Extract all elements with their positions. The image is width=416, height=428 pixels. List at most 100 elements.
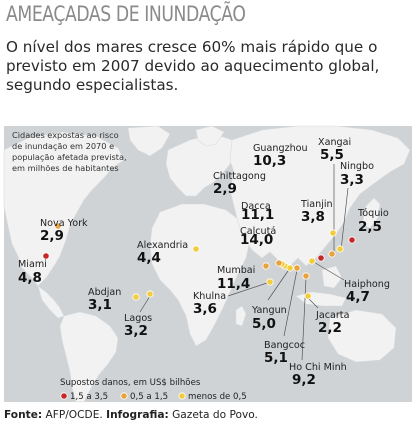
leader-jacarta [307,297,319,309]
leader-khulna [227,281,271,297]
city-dot-haiphong [308,257,316,265]
city-dot-calcuta [275,259,283,267]
city-value-mumbai: 11,4 [217,276,250,292]
city-dot-jacarta [304,292,312,300]
city-value-haiphong: 4,7 [346,289,370,305]
city-value-jacarta: 2,2 [318,320,342,336]
city-dot-miami [42,252,50,260]
land-madagascar [235,305,247,327]
city-value-toquio: 2,5 [358,219,382,235]
city-name-mumbai: Mumbai [217,265,255,276]
legend-dot-red [60,392,68,400]
city-value-ho-chi-minh: 9,2 [292,372,316,388]
city-dot-alexandria [192,245,200,253]
land-greenland [127,125,171,157]
land-south-america [59,311,119,403]
city-value-lagos: 3,2 [124,323,148,339]
map-note: Cidades expostas ao risco de inundação e… [12,130,127,173]
leader-ho-chi-minh [301,277,307,361]
city-value-ningbo: 3,3 [340,172,364,188]
city-value-khulna: 3,6 [193,301,217,317]
source-prefix: Fonte: [4,409,43,421]
city-name-guangzhou: Guangzhou [253,143,308,154]
city-name-toquio: Tóquio [357,207,389,219]
city-name-miami: Miami [18,259,47,270]
city-value-calcuta: 14,0 [240,232,273,248]
city-name-alexandria: Alexandria [137,240,188,251]
legend-dot-orange [120,392,128,400]
city-dot-ningbo [336,245,344,253]
city-dot-tianjin [329,229,337,237]
legend-label-yellow: menos de 0,5 [188,392,247,402]
leader-ningbo [340,187,349,251]
source-text: AFP/OCDE. [45,409,103,421]
city-dot-bangcoc [293,264,301,272]
city-name-calcuta: Calcutá [240,225,276,237]
leader-haiphong [311,260,345,281]
city-dot-ho-chi-minh [302,272,310,280]
leader-yangun [267,267,291,301]
land-masses [3,125,411,403]
city-dot-guangzhou [317,254,325,262]
legend: Supostos danos, em US$ bilhões 1,5 a 3,5… [60,378,247,402]
city-dot-khulna [266,278,274,286]
land-north-america [3,131,125,287]
source-line: Fonte: AFP/OCDE. Infografia: Gazeta do P… [4,409,258,421]
note-line-1: Cidades expostas ao risco [12,130,119,140]
city-name-ho-chi-minh: Ho Chi Minh [289,362,347,373]
land-borneo [321,265,343,289]
legend-dot-yellow [178,392,186,400]
city-value-bangcoc: 5,1 [264,350,288,366]
city-name-tianjin: Tianjin [300,199,333,210]
city-value-abdjan: 3,1 [88,297,112,313]
note-line-2: de inundação em 2070 e [12,141,114,151]
city-dot-abdjan [132,293,140,301]
city-value-xangai: 5,5 [320,147,344,163]
city-name-jacarta: Jacarta [315,310,349,321]
city-name-nova-york: Nova York [40,218,88,229]
city-value-tianjin: 3,8 [301,209,325,225]
note-line-3: população afetada prevista, [12,152,127,162]
city-dot-nova-york [54,222,62,230]
land-asia [229,125,411,267]
city-dot-mumbai [262,262,270,270]
legend-label-red: 1,5 a 3,5 [70,392,108,402]
city-value-yangun: 5,0 [252,316,276,332]
city-name-lagos: Lagos [124,313,152,324]
city-name-ningbo: Ningbo [340,161,374,172]
city-dot-toquio [348,236,356,244]
city-value-guangzhou: 10,3 [253,153,286,169]
city-name-khulna: Khulna [193,291,226,302]
legend-label-orange: 0,5 a 1,5 [130,392,168,402]
legend-title: Supostos danos, em US$ bilhões [60,378,201,388]
city-dot-lagos [146,290,154,298]
city-name-abdjan: Abdjan [88,287,121,298]
page-subtitle: O nível dos mares cresce 60% mais rápido… [6,38,380,94]
leader-bangcoc [283,269,298,337]
city-value-miami: 4,8 [18,270,42,286]
city-value-nova-york: 2,9 [40,228,64,244]
city-name-bangcoc: Bangcoc [264,340,305,351]
city-dot-yangun [286,264,294,272]
city-name-dacca: Dacca [241,201,271,212]
land-africa [149,203,251,347]
leader-lines [139,164,349,361]
land-australia [327,309,397,363]
leader-lagos [139,295,151,313]
credit-prefix: Infografia: [106,409,169,421]
city-value-chittagong: 2,9 [213,181,237,197]
city-dots [42,222,356,301]
city-dot-xangai [328,250,336,258]
city-name-haiphong: Haiphong [344,279,390,290]
land-japan [361,197,381,229]
city-name-xangai: Xangai [318,137,351,148]
page-title: AMEAÇADAS DE INUNDAÇÃO [6,2,246,26]
land-scandinavia [195,125,225,147]
credit-text: Gazeta do Povo. [172,409,258,421]
city-value-dacca: 11,1 [241,207,274,223]
note-line-4: em milhões de habitantes [12,163,119,173]
city-labels: Nova York2,9Miami4,8Abdjan3,1Lagos3,2Ale… [18,137,390,388]
city-name-chittagong: Chittagong [213,171,266,182]
city-value-alexandria: 4,4 [137,250,161,266]
